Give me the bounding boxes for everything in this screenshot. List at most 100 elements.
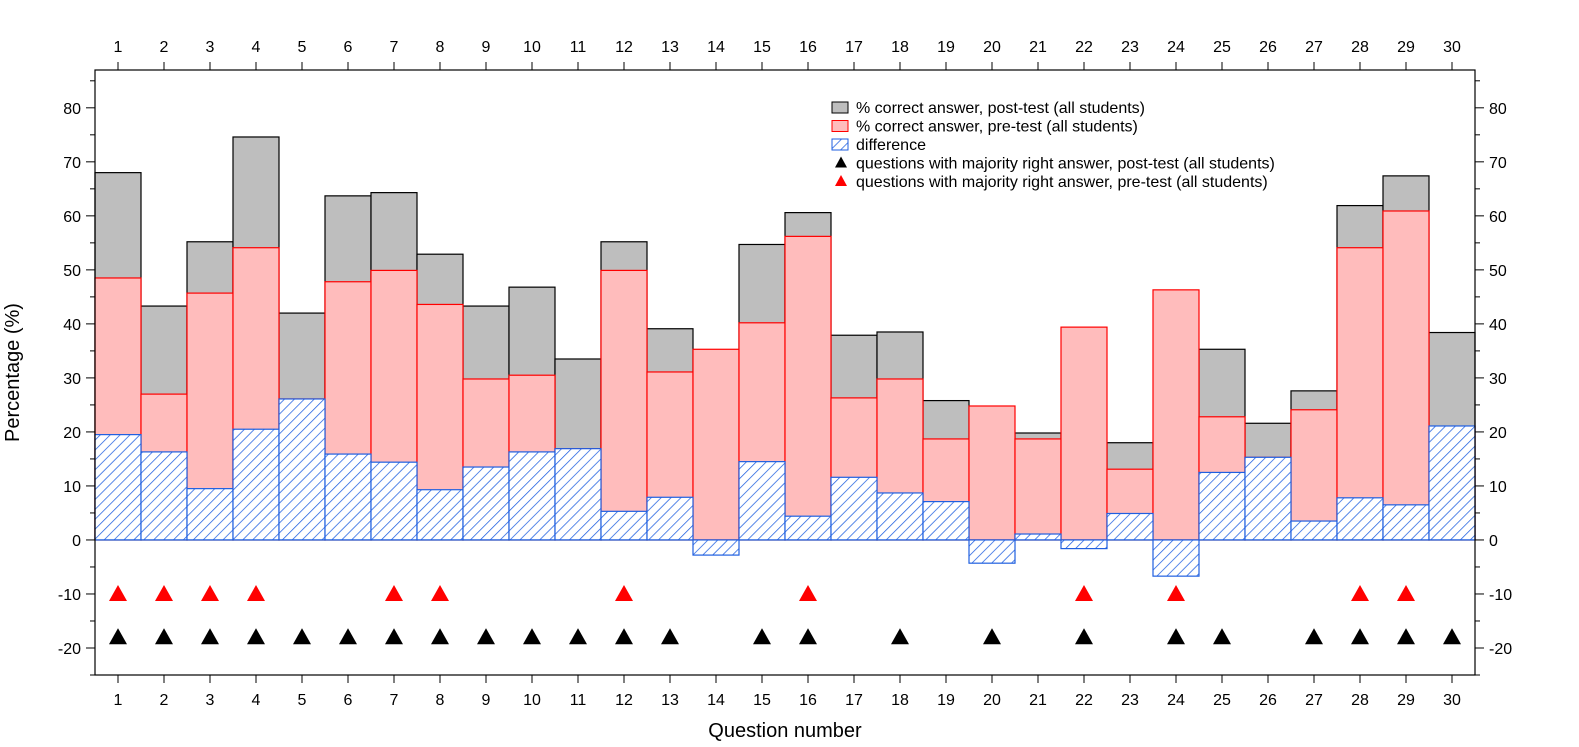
pre-test-bar-24: [1152, 289, 1200, 541]
x-tick-label-top: 22: [1075, 39, 1093, 56]
x-tick-label-top: 20: [983, 39, 1001, 56]
y-axis-title: Percentage (%): [2, 303, 24, 442]
difference-bar-3: [186, 488, 234, 541]
post-test-majority-marker-22: [1075, 628, 1093, 645]
post-test-majority-marker-16: [799, 628, 817, 645]
pre-test-majority-marker-2: [155, 584, 173, 601]
y-tick-label-left: 40: [63, 317, 81, 334]
post-test-majority-marker-30: [1443, 628, 1461, 645]
x-tick-label-bottom: 4: [252, 692, 261, 709]
pre-test-majority-marker-3: [201, 584, 219, 601]
x-tick-label-bottom: 18: [891, 692, 909, 709]
y-tick-label-left: 50: [63, 263, 81, 280]
y-tick-label-left: 60: [63, 209, 81, 226]
difference-bar-18: [876, 492, 924, 541]
x-tick-label-bottom: 28: [1351, 692, 1369, 709]
pre-test-majority-marker-8: [431, 584, 449, 601]
x-tick-label-bottom: 25: [1213, 692, 1231, 709]
x-tick-label-top: 12: [615, 39, 633, 56]
post-test-majority-marker-29: [1397, 628, 1415, 645]
difference-bar-2: [140, 451, 188, 541]
pre-test-majority-marker-16: [799, 584, 817, 601]
pre-test-majority-marker-1: [109, 584, 127, 601]
difference-bar-23: [1106, 512, 1154, 541]
pre-test-majority-marker-4: [247, 584, 265, 601]
x-tick-label-top: 5: [298, 39, 307, 56]
post-test-majority-marker-8: [431, 628, 449, 645]
x-tick-label-bottom: 27: [1305, 692, 1323, 709]
x-tick-label-top: 17: [845, 39, 863, 56]
legend-post-test-majority-label: questions with majority right answer, po…: [856, 156, 1275, 173]
x-tick-label-top: 15: [753, 39, 771, 56]
legend-post-test-swatch: [831, 101, 849, 114]
difference-bar-17: [830, 476, 878, 541]
legend-pre-test-label: % correct answer, pre-test (all students…: [856, 119, 1138, 136]
pre-test-bar-21: [1014, 438, 1062, 541]
x-tick-label-bottom: 5: [298, 692, 307, 709]
markers-layer: [109, 584, 1461, 645]
x-tick-label-bottom: 9: [482, 692, 491, 709]
pre-test-bar-22: [1060, 326, 1108, 541]
pre-test-bar-14: [692, 348, 740, 541]
post-test-majority-marker-1: [109, 628, 127, 645]
x-tick-label-top: 9: [482, 39, 491, 56]
x-tick-label-bottom: 21: [1029, 692, 1047, 709]
difference-bar-8: [416, 489, 464, 541]
x-tick-label-top: 8: [436, 39, 445, 56]
x-tick-label-bottom: 12: [615, 692, 633, 709]
y-tick-label-right: 10: [1489, 479, 1507, 496]
difference-bar-20: [968, 539, 1016, 564]
difference-bar-14: [692, 539, 740, 556]
legend-post-test-label: % correct answer, post-test (all student…: [856, 100, 1145, 117]
x-tick-label-bottom: 6: [344, 692, 353, 709]
x-axis-title: Question number: [708, 720, 862, 742]
difference-bar-22: [1060, 539, 1108, 550]
post-test-majority-marker-4: [247, 628, 265, 645]
x-tick-label-top: 3: [206, 39, 215, 56]
x-tick-label-top: 23: [1121, 39, 1139, 56]
difference-bar-28: [1336, 497, 1384, 541]
legend-pre-test-majority-swatch: [835, 175, 847, 186]
y-tick-label-right: 40: [1489, 317, 1507, 334]
difference-bar-16: [784, 515, 832, 541]
x-tick-label-top: 6: [344, 39, 353, 56]
y-tick-label-right: -20: [1489, 641, 1512, 658]
pre-test-majority-marker-29: [1397, 584, 1415, 601]
x-tick-label-bottom: 10: [523, 692, 541, 709]
pre-test-bar-28: [1336, 247, 1384, 541]
pre-test-majority-marker-24: [1167, 584, 1185, 601]
post-test-majority-marker-9: [477, 628, 495, 645]
x-tick-label-top: 18: [891, 39, 909, 56]
x-tick-label-top: 29: [1397, 39, 1415, 56]
y-tick-label-right: 0: [1489, 533, 1498, 550]
y-tick-label-right: 60: [1489, 209, 1507, 226]
x-tick-label-top: 25: [1213, 39, 1231, 56]
difference-bar-9: [462, 466, 510, 541]
post-test-majority-marker-25: [1213, 628, 1231, 645]
x-tick-label-bottom: 2: [160, 692, 169, 709]
x-tick-label-bottom: 13: [661, 692, 679, 709]
post-test-majority-marker-18: [891, 628, 909, 645]
x-tick-label-top: 16: [799, 39, 817, 56]
legend-difference-label: difference: [856, 137, 926, 154]
pre-test-bar-20: [968, 405, 1016, 541]
bars-layer: [94, 136, 1476, 577]
x-tick-label-bottom: 1: [114, 692, 123, 709]
difference-bar-5: [278, 398, 326, 541]
x-tick-label-bottom: 24: [1167, 692, 1185, 709]
y-tick-label-left: 20: [63, 425, 81, 442]
y-tick-label-left: 30: [63, 371, 81, 388]
pre-test-bar-16: [784, 235, 832, 541]
x-tick-label-bottom: 16: [799, 692, 817, 709]
pre-test-majority-marker-22: [1075, 584, 1093, 601]
x-tick-label-top: 19: [937, 39, 955, 56]
x-tick-label-top: 28: [1351, 39, 1369, 56]
x-tick-label-bottom: 14: [707, 692, 725, 709]
post-test-majority-marker-6: [339, 628, 357, 645]
post-test-majority-marker-13: [661, 628, 679, 645]
axes-layer: -20 -20 -10 -10 0 0 10 10 20 20 30 30 40 40 50 50 60 60 70…: [58, 39, 1512, 709]
y-tick-label-left: 0: [72, 533, 81, 550]
post-test-majority-marker-10: [523, 628, 541, 645]
y-tick-label-right: -10: [1489, 587, 1512, 604]
difference-bar-29: [1382, 504, 1430, 541]
